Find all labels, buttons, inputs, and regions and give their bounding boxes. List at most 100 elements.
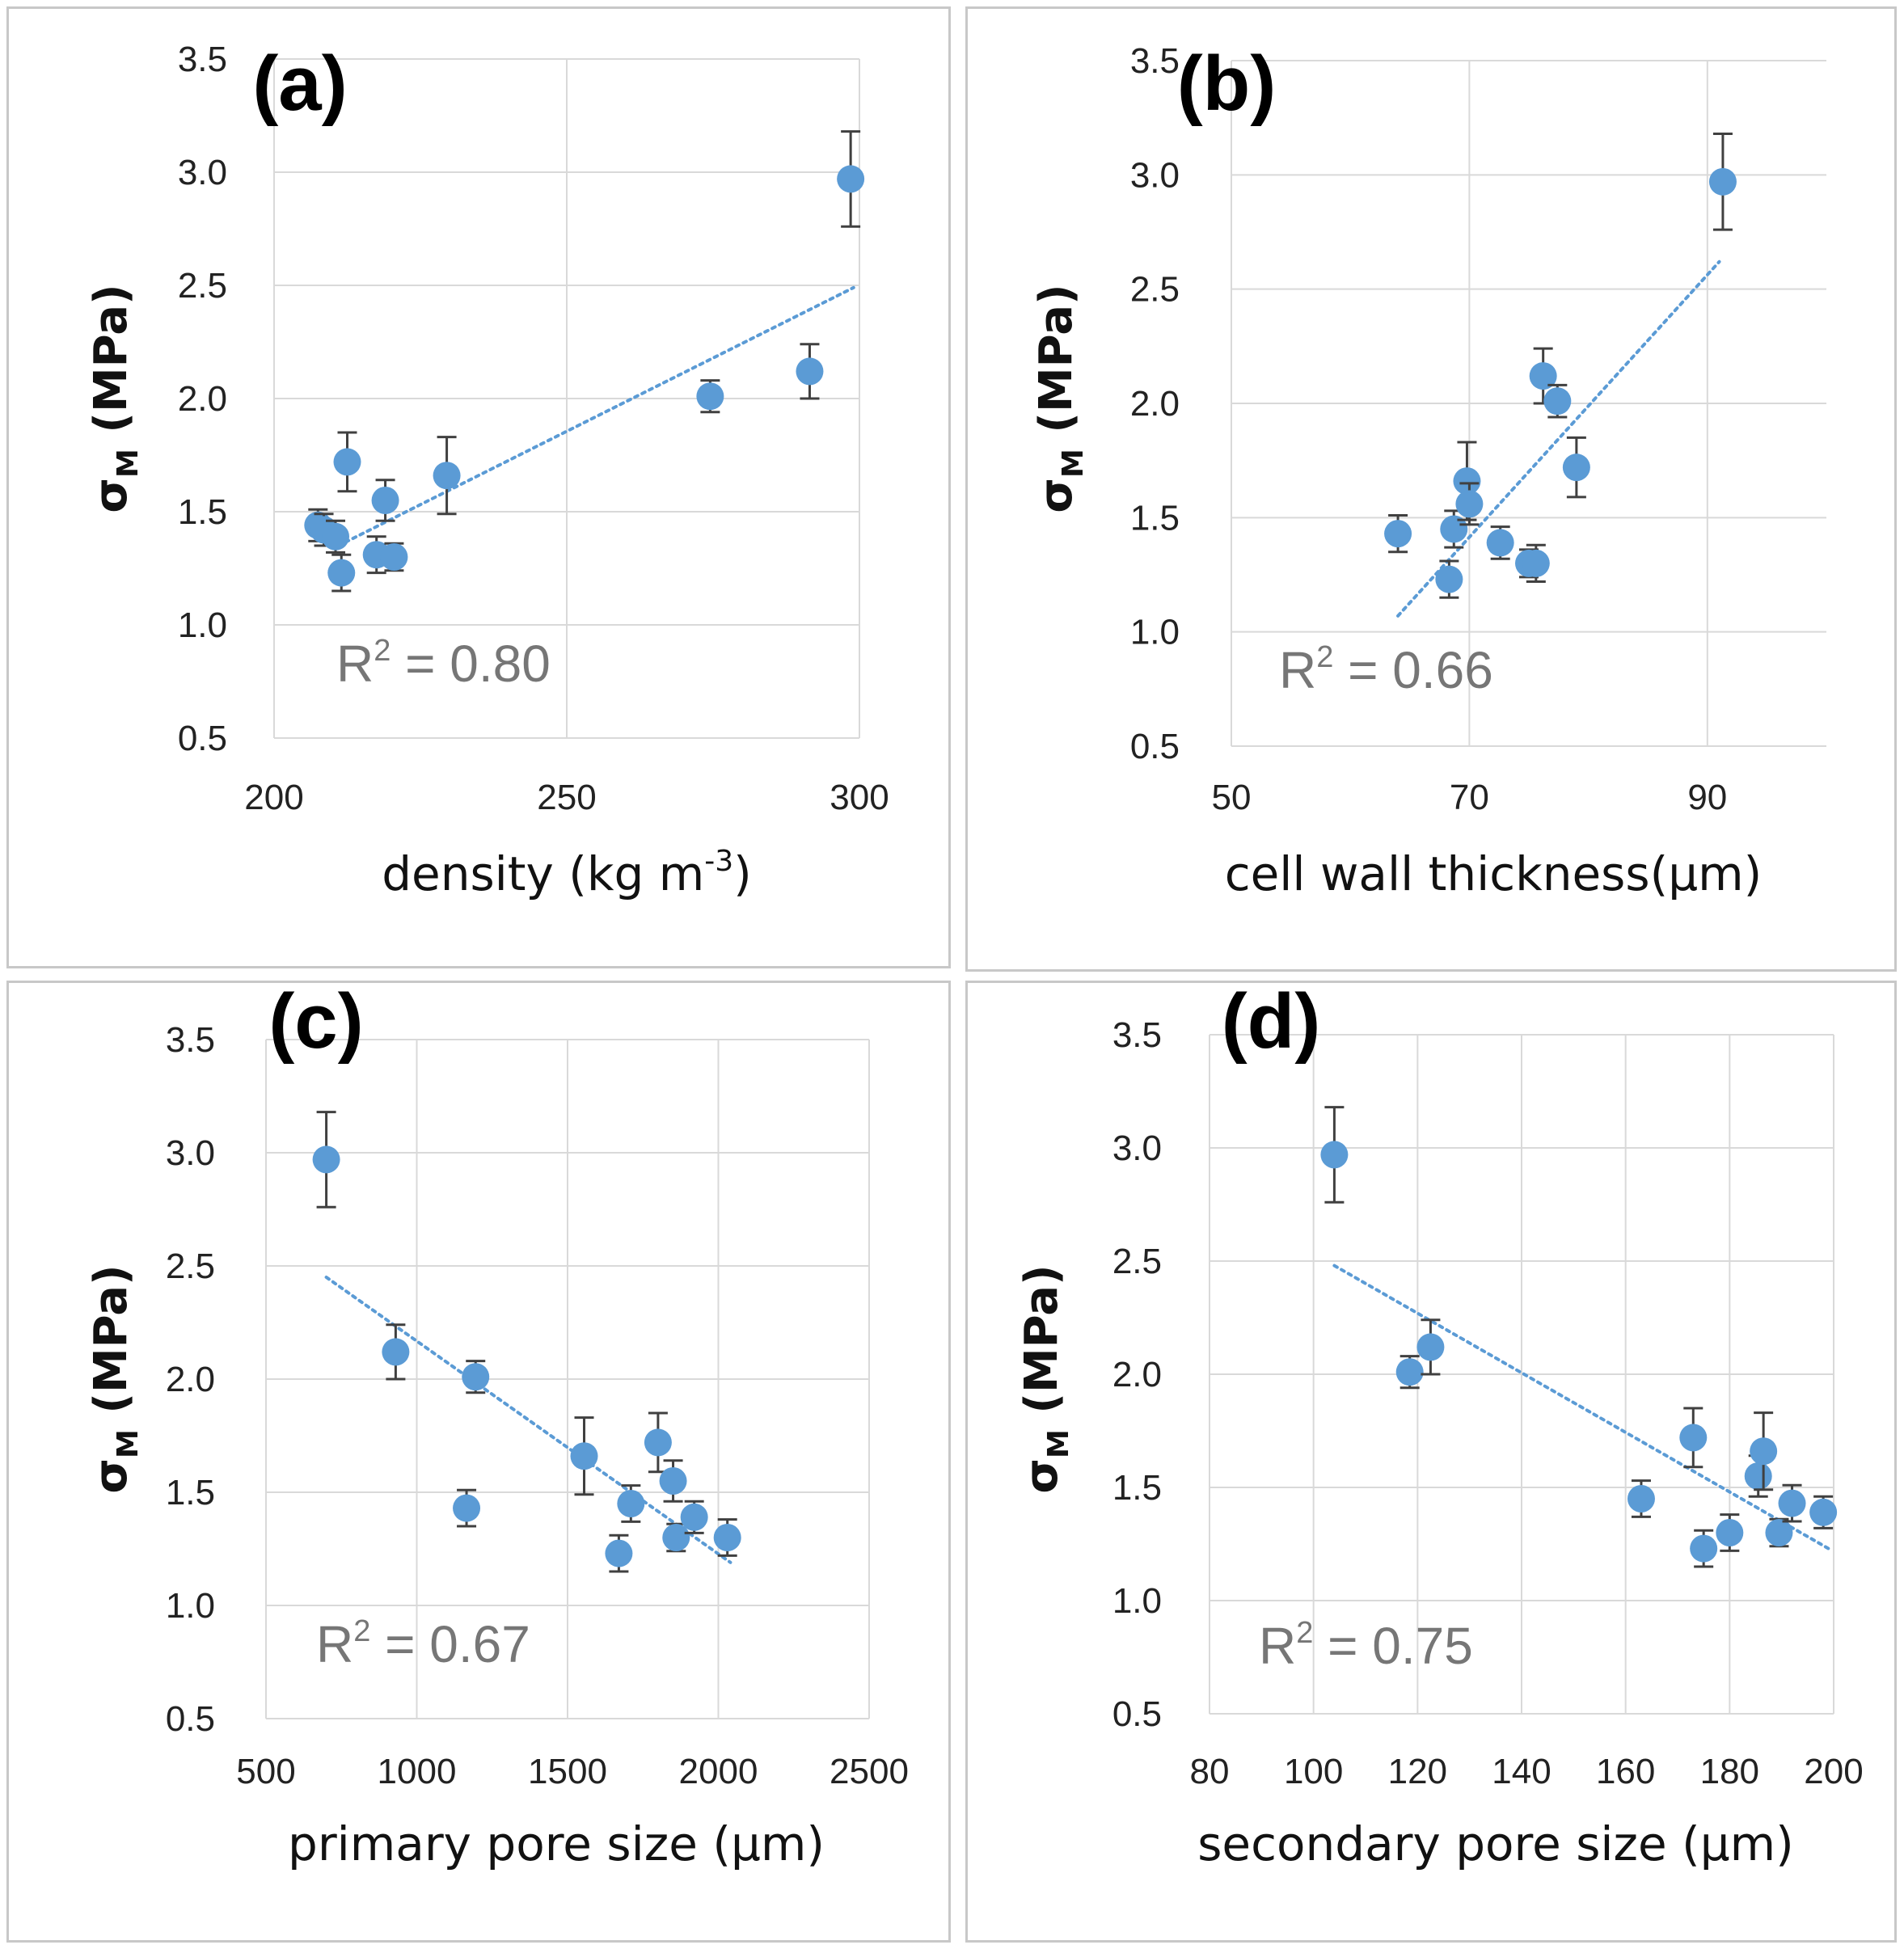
x-tick-label: 100 — [1284, 1752, 1343, 1791]
data-point-group — [462, 1360, 490, 1394]
data-point — [453, 1494, 481, 1522]
x-tick-label: 80 — [1190, 1752, 1230, 1791]
data-point — [1716, 1519, 1744, 1546]
data-point — [662, 1524, 690, 1551]
data-point-group — [644, 1411, 672, 1474]
data-point-group — [796, 343, 824, 400]
y-axis-label: σM (MPa) — [85, 284, 145, 513]
panel-label: (d) — [1222, 978, 1321, 1065]
data-point — [1435, 565, 1463, 593]
data-point — [1543, 387, 1572, 416]
x-tick-label: 250 — [537, 778, 596, 817]
data-point — [659, 1467, 687, 1495]
data-point-group — [1778, 1483, 1806, 1523]
x-tick-label: 1500 — [528, 1752, 607, 1791]
data-point — [1440, 515, 1468, 543]
data-point — [1395, 1358, 1424, 1386]
r-squared-annotation: R2 = 0.75 — [1259, 1616, 1473, 1675]
data-point — [1765, 1519, 1793, 1546]
panel-label: (b) — [1177, 40, 1277, 127]
data-point — [382, 1338, 410, 1366]
data-point-group — [1690, 1529, 1718, 1568]
y-axis-label: σM (MPa) — [1015, 1264, 1075, 1493]
data-point — [1320, 1141, 1349, 1169]
x-tick-label: 70 — [1450, 778, 1489, 817]
data-point-group — [1384, 514, 1412, 554]
chart-panel-d: 80 100 120 140 160 180 200 0.5 1.0 1.5 2.0 2.5 3.0 3.… — [965, 978, 1897, 1943]
data-point — [462, 1363, 490, 1391]
data-point — [312, 1145, 340, 1174]
data-point — [680, 1503, 708, 1531]
data-point-group — [1716, 1513, 1744, 1552]
data-point-group — [1809, 1495, 1838, 1529]
y-tick-label: 2.0 — [178, 379, 227, 419]
data-point-group — [1320, 1106, 1349, 1204]
x-tick-label: 500 — [236, 1752, 295, 1791]
y-tick-label: 1.5 — [1130, 498, 1180, 538]
x-tick-label: 50 — [1212, 778, 1252, 817]
y-tick-label: 0.5 — [166, 1699, 215, 1739]
data-point-group — [696, 379, 724, 414]
data-point-group — [1765, 1517, 1793, 1548]
data-point — [1744, 1462, 1772, 1490]
x-axis-label: density (kg m-3) — [382, 845, 752, 901]
scatter-plot-d: 80 100 120 140 160 180 200 0.5 1.0 1.5 2.0 2.5 3.0 3.… — [1015, 978, 1864, 1871]
data-point — [570, 1442, 598, 1470]
panel-label: (a) — [252, 40, 347, 127]
y-tick-label: 0.5 — [178, 719, 227, 758]
data-point-group — [659, 1459, 687, 1503]
data-point — [796, 357, 824, 386]
data-point-group — [371, 479, 399, 522]
data-point — [1455, 490, 1484, 518]
data-point-group — [570, 1416, 598, 1496]
x-tick-label: 300 — [830, 778, 889, 817]
data-point — [380, 543, 408, 571]
data-point — [1708, 167, 1737, 196]
y-tick-label: 2.0 — [1112, 1355, 1162, 1394]
data-point-group — [1435, 559, 1463, 599]
y-tick-label: 2.5 — [178, 266, 227, 306]
x-axis-label: primary pore size (μm) — [288, 1816, 825, 1871]
y-tick-label: 0.5 — [1112, 1694, 1162, 1734]
trendline — [336, 285, 855, 547]
data-point — [327, 559, 356, 587]
data-point — [1627, 1485, 1655, 1512]
data-point-group — [453, 1488, 481, 1528]
y-tick-label: 2.0 — [1130, 384, 1180, 424]
trendline — [1396, 259, 1721, 618]
y-tick-label: 0.5 — [1130, 727, 1180, 766]
panel-label: (c) — [268, 978, 363, 1065]
x-tick-label: 200 — [1804, 1752, 1863, 1791]
data-point-group — [605, 1533, 633, 1573]
data-point-group — [1627, 1479, 1655, 1518]
y-tick-label: 3.0 — [166, 1133, 215, 1173]
data-point-group — [1522, 543, 1550, 583]
x-tick-label: 160 — [1596, 1752, 1655, 1791]
x-tick-label: 180 — [1700, 1752, 1759, 1791]
data-point-group — [1416, 1318, 1445, 1376]
x-tick-label: 120 — [1388, 1752, 1447, 1791]
y-tick-label: 1.5 — [1112, 1468, 1162, 1508]
data-point — [1416, 1333, 1445, 1361]
x-axis-label: cell wall thickness(μm) — [1225, 846, 1763, 901]
r-squared-annotation: R2 = 0.66 — [1279, 640, 1493, 699]
trendline — [324, 1276, 732, 1564]
data-point — [1809, 1498, 1838, 1526]
data-point-group — [680, 1500, 708, 1534]
scatter-plot-a: 200 250 300 0.5 1.0 1.5 2.0 2.5 3.0 3.5 (a) R2 = 0.… — [85, 40, 889, 901]
data-point — [1562, 454, 1590, 482]
y-tick-label: 3.5 — [1130, 41, 1180, 81]
r-squared-annotation: R2 = 0.67 — [316, 1614, 530, 1673]
data-point — [1778, 1489, 1806, 1517]
chart-panel-b: 50 70 90 0.5 1.0 1.5 2.0 2.5 3.0 3.5 (b) R2 = 0.66 c… — [965, 6, 1897, 972]
y-tick-label: 2.5 — [166, 1247, 215, 1286]
data-point — [1690, 1534, 1718, 1563]
y-tick-label: 1.0 — [166, 1586, 215, 1626]
scatter-plot-c: 500 1000 1500 2000 2500 0.5 1.0 1.5 2.0 2.5 3.0 3.5… — [85, 978, 909, 1871]
y-tick-label: 3.0 — [1130, 155, 1180, 195]
data-point — [1453, 467, 1481, 496]
data-point — [1750, 1437, 1778, 1466]
data-point — [371, 487, 399, 514]
data-point-group — [380, 542, 408, 572]
y-tick-label: 2.5 — [1130, 270, 1180, 310]
